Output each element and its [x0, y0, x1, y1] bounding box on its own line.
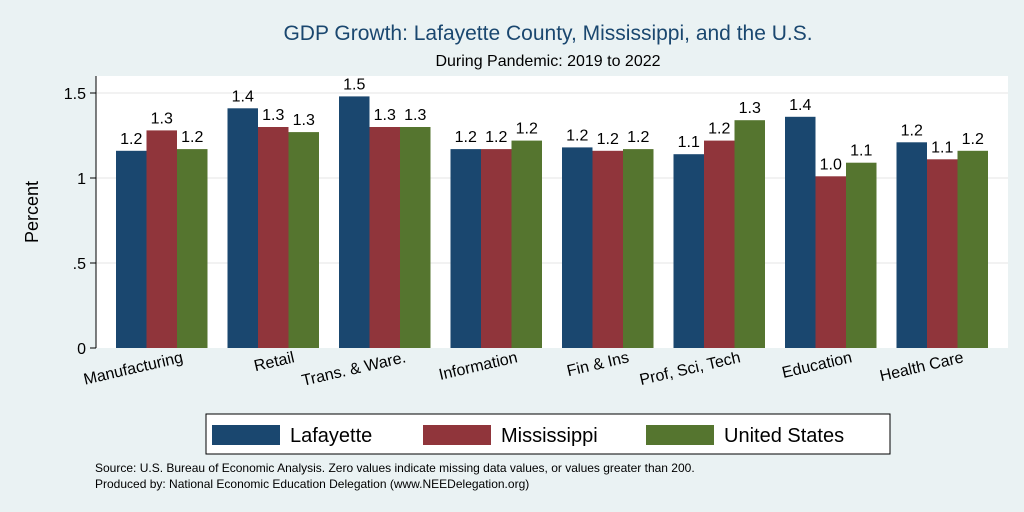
- bar-value-label: 1.2: [120, 131, 142, 148]
- bar-value-label: 1.2: [181, 129, 203, 146]
- bar: [177, 149, 208, 348]
- bar: [927, 159, 958, 348]
- bar: [400, 127, 431, 348]
- x-tick-label: Manufacturing: [82, 349, 185, 388]
- y-tick-label: 1.5: [64, 86, 86, 103]
- chart-title: GDP Growth: Lafayette County, Mississipp…: [283, 22, 812, 45]
- bar-value-label: 1.3: [739, 100, 761, 117]
- bar: [258, 127, 289, 348]
- legend-swatch: [423, 425, 491, 445]
- bar-value-label: 1.1: [931, 139, 953, 156]
- x-tick-label: Health Care: [878, 349, 965, 385]
- bar: [704, 140, 735, 348]
- bar: [957, 150, 988, 348]
- chart-subtitle: During Pandemic: 2019 to 2022: [435, 53, 660, 70]
- bar-value-label: 1.0: [820, 156, 842, 173]
- source-note: Source: U.S. Bureau of Economic Analysis…: [95, 461, 695, 475]
- bars: [116, 96, 988, 349]
- bar: [116, 150, 147, 348]
- bar: [592, 150, 623, 348]
- x-tick-labels: Manufacturing Retail Trans. & Ware. Informa…: [82, 349, 965, 390]
- bar: [673, 154, 704, 348]
- bar-value-label: 1.3: [151, 110, 173, 127]
- bar-value-label: 1.1: [850, 143, 872, 160]
- y-tick-label: .5: [73, 256, 86, 273]
- bar: [815, 176, 846, 348]
- bar-value-label: 1.3: [293, 112, 315, 129]
- bar: [896, 142, 927, 348]
- bar: [846, 162, 877, 348]
- legend-label: Lafayette: [290, 425, 372, 447]
- bar: [146, 130, 177, 348]
- bar-value-label: 1.2: [627, 129, 649, 146]
- bar: [288, 132, 319, 348]
- y-ticks: 0 .5 1 1.5: [64, 86, 96, 358]
- bar-value-label: 1.2: [566, 127, 588, 144]
- legend: Lafayette Mississippi United States: [212, 425, 844, 447]
- bar: [562, 147, 593, 348]
- x-tick-label: Trans. & Ware.: [300, 349, 407, 389]
- bar-value-label: 1.1: [678, 134, 700, 151]
- legend-swatch: [646, 425, 714, 445]
- bar: [511, 140, 542, 348]
- legend-box: [205, 413, 891, 455]
- bar-value-label: 1.2: [455, 129, 477, 146]
- bar: [227, 108, 258, 348]
- bar: [481, 149, 512, 348]
- bar-value-label: 1.2: [485, 129, 507, 146]
- bar-value-label: 1.2: [708, 121, 730, 138]
- bar-value-label: 1.2: [962, 131, 984, 148]
- produced-by-note: Produced by: National Economic Education…: [95, 477, 530, 491]
- bar-value-label: 1.3: [404, 107, 426, 124]
- bar-value-label: 1.3: [262, 107, 284, 124]
- bar-value-label: 1.5: [343, 76, 365, 93]
- bar-value-label: 1.4: [789, 97, 811, 114]
- bar: [734, 120, 765, 348]
- legend-swatch: [212, 425, 280, 445]
- x-tick-label: Information: [437, 349, 519, 384]
- bar-labels: 1.2 1.3 1.2 1.4 1.3 1.3 1.5 1.3 1.3 1.2 1.2 1.2 1.2 1…: [120, 76, 984, 173]
- x-tick-label: Retail: [252, 349, 296, 375]
- bar: [450, 149, 481, 348]
- legend-label: Mississippi: [501, 425, 598, 447]
- bar-value-label: 1.2: [516, 121, 538, 138]
- x-tick-label: Education: [780, 349, 853, 382]
- bar-value-label: 1.2: [901, 122, 923, 139]
- x-tick-label: Prof, Sci, Tech: [638, 349, 742, 389]
- x-tick-label: Fin & Ins: [565, 349, 630, 380]
- bar: [623, 149, 654, 348]
- y-tick-label: 0: [77, 341, 86, 358]
- bar-value-label: 1.2: [597, 131, 619, 148]
- y-axis-label: Percent: [22, 181, 42, 243]
- bar: [785, 116, 816, 348]
- y-tick-label: 1: [77, 171, 86, 188]
- bar: [369, 127, 400, 348]
- bar-value-label: 1.3: [374, 107, 396, 124]
- bar-value-label: 1.4: [232, 88, 254, 105]
- legend-label: United States: [724, 425, 844, 447]
- bar: [339, 96, 370, 349]
